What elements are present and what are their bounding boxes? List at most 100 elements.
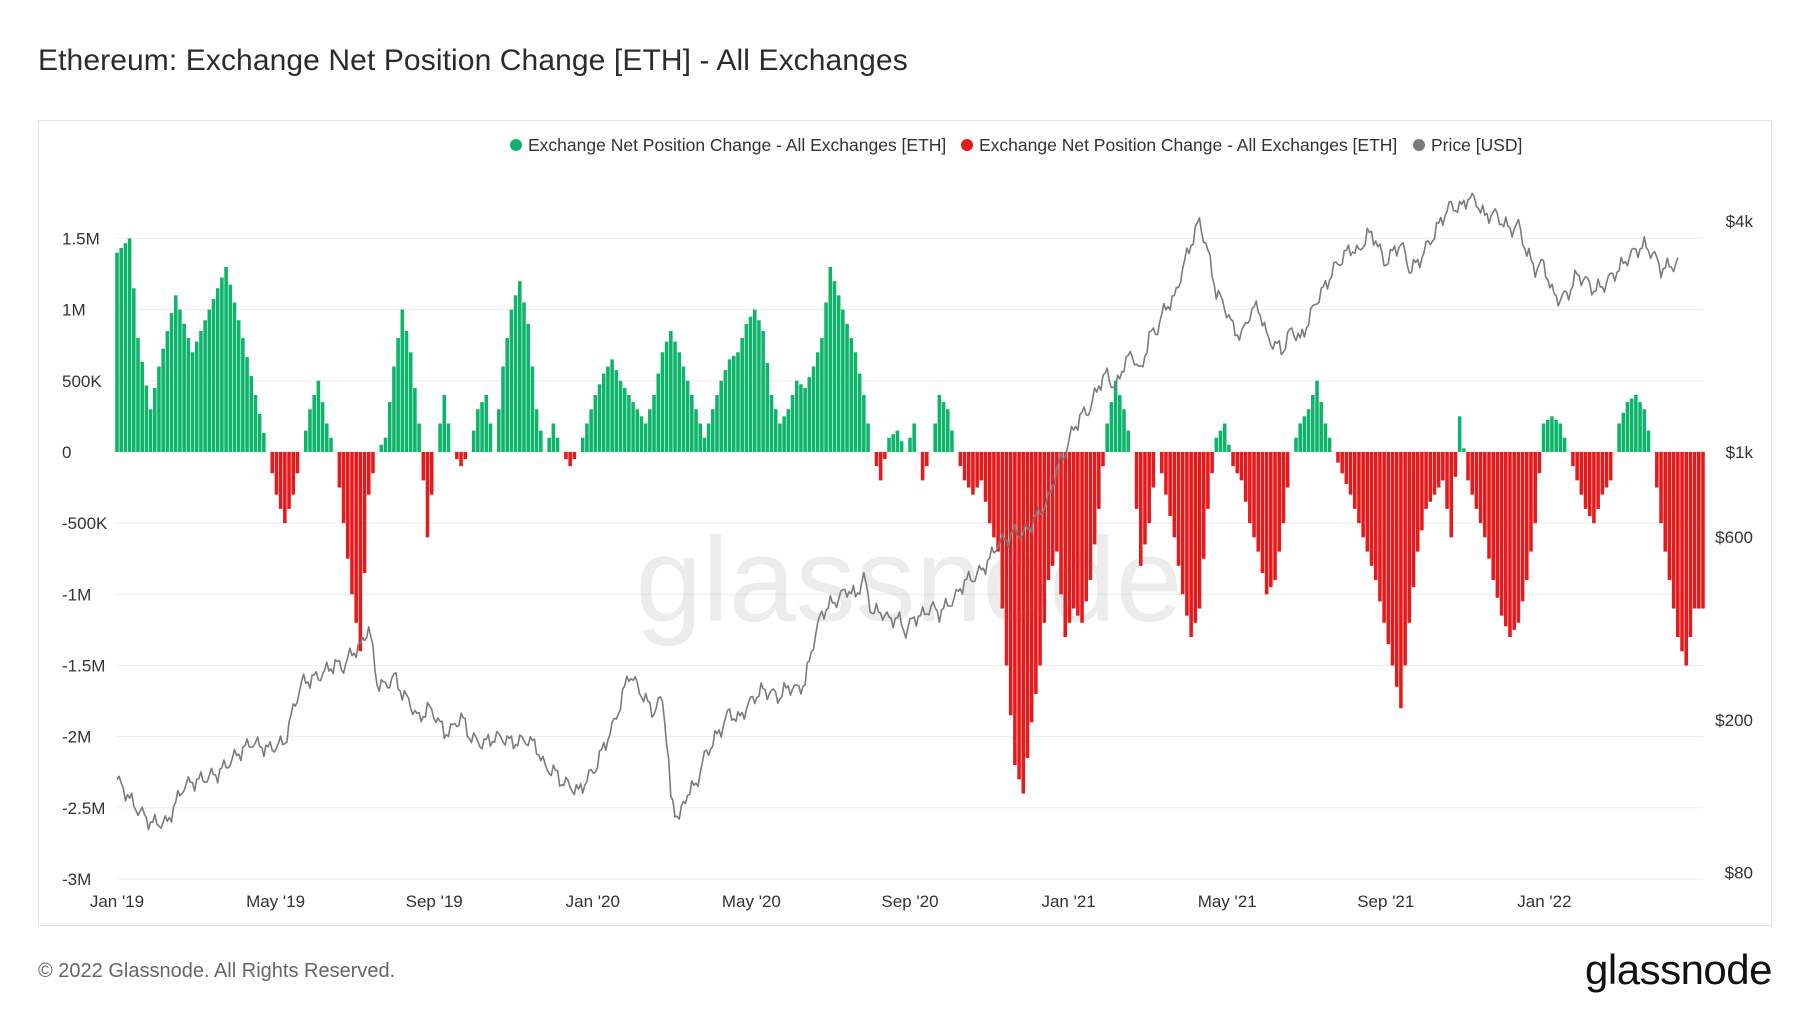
outflow-bar (1046, 451, 1051, 581)
inflow-bar (245, 357, 249, 452)
outflow-bar (1587, 451, 1592, 516)
outflow-bar (992, 451, 996, 538)
inflow-bar (119, 247, 123, 452)
inflow-bar (182, 323, 186, 452)
outflow-bar (429, 451, 434, 495)
y-right-tick-label: $200 (1715, 711, 1753, 730)
inflow-bar (740, 338, 744, 452)
outflow-bar (1663, 451, 1668, 552)
inflow-bar (513, 295, 518, 452)
outflow-bar (1076, 451, 1080, 616)
inflow-bar (895, 430, 900, 452)
outflow-bar (1097, 451, 1101, 509)
inflow-bar (1545, 419, 1550, 452)
inflow-bar (660, 352, 665, 452)
outflow-bar (1269, 451, 1273, 588)
outflow-bar (1512, 451, 1516, 630)
inflow-bar (471, 430, 476, 452)
outflow-bar (1285, 451, 1290, 488)
outflow-bar (1390, 451, 1395, 666)
inflow-bar (480, 402, 484, 452)
inflow-bar (841, 309, 845, 452)
inflow-bar (123, 243, 128, 452)
inflow-bar (190, 352, 195, 452)
outflow-bar (1021, 451, 1026, 794)
outflow-bar (274, 451, 279, 495)
outflow-bar (1516, 451, 1521, 623)
outflow-bar (1281, 451, 1286, 524)
outflow-bar (1365, 451, 1370, 552)
y-left-tick-label: 1.5M (62, 229, 100, 248)
inflow-bar (727, 359, 732, 452)
outflow-bar (1176, 451, 1181, 566)
inflow-bar (790, 395, 795, 452)
inflow-bar (257, 413, 262, 452)
outflow-bar (1483, 451, 1487, 538)
inflow-bar (1109, 402, 1114, 452)
inflow-bar (232, 302, 237, 452)
outflow-bar (971, 451, 975, 495)
inflow-bar (538, 430, 543, 452)
outflow-bar (337, 451, 342, 488)
outflow-bar (1537, 451, 1542, 474)
outflow-bar (1604, 451, 1609, 488)
inflow-bar (769, 395, 774, 452)
outflow-bar (1336, 451, 1340, 463)
inflow-bar (1541, 423, 1546, 452)
inflow-bar (618, 380, 623, 452)
inflow-bar (1617, 423, 1621, 452)
outflow-bar (1697, 451, 1701, 609)
outflow-bar (1407, 451, 1412, 623)
inflow-bar (601, 373, 606, 452)
outflow-bar (1084, 451, 1089, 602)
legend-marker (1413, 139, 1425, 151)
outflow-bar (1432, 451, 1437, 495)
outflow-bar (1013, 451, 1017, 766)
outflow-bar (1143, 451, 1147, 545)
outflow-bar (920, 451, 925, 481)
inflow-bar (1298, 423, 1302, 452)
inflow-bar (656, 373, 661, 452)
outflow-bar (1655, 451, 1659, 488)
outflow-bar (1403, 451, 1407, 666)
inflow-bar (627, 395, 631, 452)
outflow-bar (1042, 451, 1047, 623)
outflow-bar (283, 451, 287, 524)
inflow-bar (1319, 402, 1323, 452)
inflow-bar (803, 387, 807, 452)
x-tick-label: May '19 (246, 892, 305, 911)
x-tick-label: Sep '19 (406, 892, 463, 911)
outflow-bar (1008, 451, 1013, 716)
inflow-bar (614, 370, 619, 452)
inflow-bar (950, 430, 954, 452)
outflow-bar (371, 451, 375, 474)
outflow-bar (1357, 451, 1361, 524)
y-right-tick-label: $1k (1726, 443, 1754, 462)
inflow-bar (194, 341, 199, 452)
outflow-bar (1466, 451, 1470, 481)
inflow-bar (1562, 437, 1567, 452)
inflow-bar (673, 341, 677, 452)
outflow-bar (1571, 451, 1575, 467)
y-left-tick-label: -2.5M (62, 799, 105, 818)
outflow-bar (1667, 451, 1672, 581)
outflow-bar (1071, 451, 1076, 609)
outflow-bar (1235, 451, 1240, 474)
outflow-bar (1277, 451, 1282, 552)
inflow-bar (501, 366, 505, 452)
y-left-tick-label: 0 (62, 443, 71, 462)
outflow-bar (1038, 451, 1042, 666)
inflow-bar (761, 330, 765, 452)
outflow-bar (1394, 451, 1399, 687)
outflow-bar (1101, 451, 1105, 467)
outflow-bar (572, 451, 577, 460)
inflow-bar (228, 284, 233, 452)
outflow-bar (1684, 451, 1688, 666)
inflow-bar (1306, 409, 1311, 452)
outflow-bar (1441, 451, 1445, 481)
inflow-bar (199, 330, 203, 452)
outflow-bar (421, 451, 426, 481)
outflow-bar (1428, 451, 1433, 502)
inflow-bar (945, 409, 950, 452)
inflow-bar (308, 409, 312, 452)
